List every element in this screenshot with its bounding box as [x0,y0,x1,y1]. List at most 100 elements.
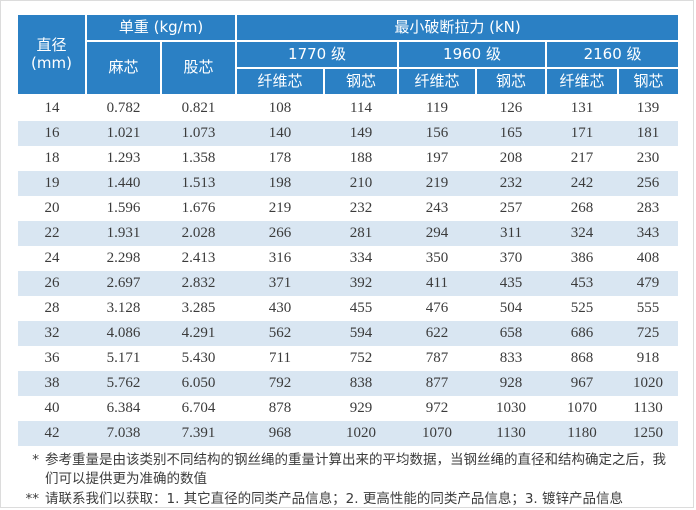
cell-grade1960-steel-core: 257 [499,200,523,216]
cell-diameter-mm: 18 [44,150,60,166]
cell-diameter-mm: 42 [44,425,60,441]
cell-grade2160-steel-core: 343 [636,225,660,241]
cell-grade1770-steel-core: 232 [349,200,373,216]
header-diameter-label: 直径 [36,36,67,55]
cell-diameter-mm: 40 [44,400,60,416]
cell-grade2160-fiber-core: 324 [570,225,594,241]
cell-grade1960-steel-core: 126 [499,100,523,116]
cell-grade1770-steel-core: 281 [349,225,373,241]
cell-hemp-core-kg-m: 1.931 [106,225,141,241]
cell-grade1960-steel-core: 504 [499,300,523,316]
cell-grade1960-steel-core: 208 [499,150,523,166]
cell-grade1770-fiber-core: 430 [268,300,292,316]
footnote-text: 参考重量是由该类别不同结构的钢丝绳的重量计算出来的平均数据，当钢丝绳的直径和结构… [45,452,666,487]
cell-grade1960-steel-core: 833 [499,350,523,366]
cell-strand-core-kg-m: 1.358 [181,150,216,166]
table-row: 19 1.440 1.513 198 210 219 232 242 256 [18,171,679,196]
cell-hemp-core-kg-m: 1.021 [106,125,141,141]
cell-grade1770-fiber-core: 108 [268,100,292,116]
cell-grade2160-steel-core: 139 [636,100,660,116]
cell-grade2160-steel-core: 1130 [633,400,663,416]
cell-grade1770-fiber-core: 371 [268,275,292,291]
cell-grade2160-steel-core: 725 [636,325,660,341]
cell-grade1960-fiber-core: 243 [425,200,449,216]
cell-grade1960-fiber-core: 877 [425,375,449,391]
cell-diameter-mm: 24 [44,250,60,266]
cell-grade1960-fiber-core: 972 [425,400,449,416]
cell-grade1770-steel-core: 752 [349,350,373,366]
cell-grade1960-fiber-core: 119 [426,100,448,116]
cell-grade1960-fiber-core: 350 [425,250,449,266]
cell-grade1770-fiber-core: 968 [268,425,292,441]
cell-grade1770-fiber-core: 140 [268,125,292,141]
cell-strand-core-kg-m: 0.821 [181,100,216,116]
cell-hemp-core-kg-m: 0.782 [106,100,141,116]
cell-strand-core-kg-m: 1.513 [181,175,216,191]
cell-hemp-core-kg-m: 1.293 [106,150,141,166]
cell-grade1960-fiber-core: 1070 [422,425,453,441]
header-breaking-force-group: 最小破断拉力 (kN) [235,15,679,42]
table-row: 18 1.293 1.358 178 188 197 208 217 230 [18,146,679,171]
cell-grade1960-fiber-core: 476 [425,300,449,316]
footnote-marker: ** [25,491,40,507]
cell-diameter-mm: 14 [44,100,60,116]
cell-grade2160-fiber-core: 131 [570,100,594,116]
cell-hemp-core-kg-m: 2.697 [106,275,141,291]
cell-grade1770-fiber-core: 562 [268,325,292,341]
header-grade-2160: 2160 级 [545,40,679,69]
cell-grade2160-steel-core: 256 [636,175,660,191]
cell-hemp-core-kg-m: 7.038 [106,425,141,441]
cell-diameter-mm: 16 [44,125,60,141]
cell-diameter-mm: 32 [44,325,60,341]
cell-grade2160-steel-core: 555 [636,300,660,316]
cell-diameter-mm: 36 [44,350,60,366]
cell-grade1770-steel-core: 114 [350,100,372,116]
cell-grade1960-fiber-core: 411 [426,275,448,291]
table-row: 14 0.782 0.821 108 114 119 126 131 139 [18,95,679,121]
cell-strand-core-kg-m: 7.391 [181,425,216,441]
cell-diameter-mm: 19 [44,175,60,191]
cell-hemp-core-kg-m: 1.440 [106,175,141,191]
cell-grade2160-fiber-core: 686 [570,325,594,341]
cell-grade1960-steel-core: 370 [499,250,523,266]
cell-grade2160-steel-core: 918 [636,350,660,366]
cell-diameter-mm: 26 [44,275,60,291]
cell-strand-core-kg-m: 2.832 [181,275,216,291]
cell-grade1770-steel-core: 594 [349,325,373,341]
cell-grade1770-fiber-core: 198 [268,175,292,191]
cell-grade2160-fiber-core: 171 [570,125,594,141]
cell-grade1960-steel-core: 1130 [496,425,526,441]
header-diameter: 直径 (mm) [18,15,87,96]
cell-grade2160-steel-core: 1020 [633,375,664,391]
table-row: 26 2.697 2.832 371 392 411 435 453 479 [18,271,679,296]
table-row: 36 5.171 5.430 711 752 787 833 868 918 [18,346,679,371]
cell-strand-core-kg-m: 3.285 [181,300,216,316]
cell-grade1770-steel-core: 149 [349,125,373,141]
header-grade1960-fiber-core: 纤维芯 [397,67,478,96]
cell-grade1960-steel-core: 165 [499,125,523,141]
cell-grade2160-steel-core: 181 [636,125,660,141]
table-header: 直径 (mm) 单重 (kg/m) 最小破断拉力 (kN) 麻芯 股芯 1770… [18,15,679,96]
cell-diameter-mm: 20 [44,200,60,216]
cell-grade1960-fiber-core: 156 [425,125,449,141]
cell-grade1770-steel-core: 334 [349,250,373,266]
table-body: 14 0.782 0.821 108 114 119 126 131 139 16 1.021 1.0… [18,95,679,446]
cell-strand-core-kg-m: 4.291 [181,325,216,341]
table-row: 22 1.931 2.028 266 281 294 311 324 343 [18,221,679,246]
cell-grade1770-steel-core: 929 [349,400,373,416]
cell-grade2160-steel-core: 283 [636,200,660,216]
cell-grade1770-steel-core: 1020 [346,425,377,441]
cell-hemp-core-kg-m: 2.298 [106,250,141,266]
header-strand-core: 股芯 [159,40,238,96]
cell-grade1770-fiber-core: 316 [268,250,292,266]
cell-grade2160-fiber-core: 525 [570,300,594,316]
header-grade1770-fiber-core: 纤维芯 [236,67,326,96]
cell-grade1960-fiber-core: 219 [425,175,449,191]
cell-grade1960-fiber-core: 294 [425,225,449,241]
cell-grade1960-steel-core: 435 [499,275,523,291]
table-row: 38 5.762 6.050 792 838 877 928 967 1020 [18,371,679,396]
cell-grade2160-fiber-core: 242 [570,175,594,191]
cell-grade2160-fiber-core: 1180 [567,425,597,441]
footnotes: * 参考重量是由该类别不同结构的钢丝绳的重量计算出来的平均数据，当钢丝绳的直径和… [21,451,677,507]
